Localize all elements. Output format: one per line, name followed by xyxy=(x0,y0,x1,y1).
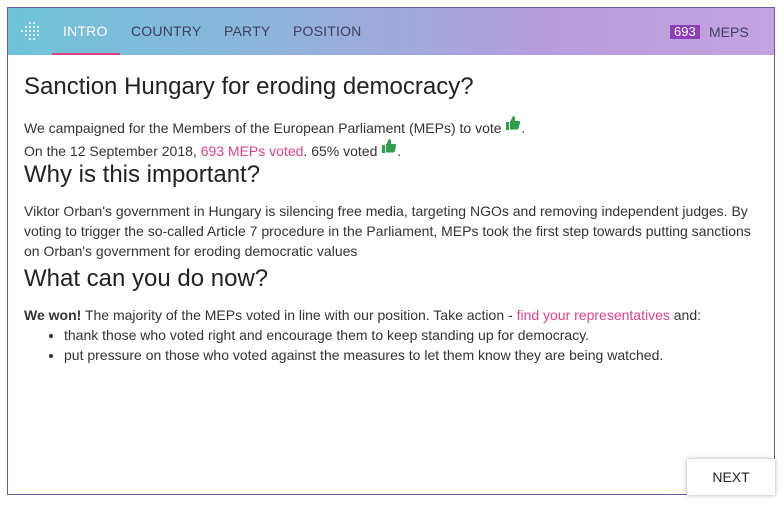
list-item: put pressure on those who voted against … xyxy=(64,345,764,365)
action-list: thank those who voted right and encourag… xyxy=(24,325,764,365)
tab-intro[interactable]: INTRO xyxy=(63,23,108,39)
action-heading: What can you do now? xyxy=(24,265,269,292)
tab-party[interactable]: PARTY xyxy=(224,23,271,39)
why-heading: Why is this important? xyxy=(24,161,261,188)
action-paragraph: We won! The majority of the MEPs voted i… xyxy=(24,305,764,325)
vote-prefix: On the 12 September 2018, xyxy=(24,143,197,159)
vote-end: . xyxy=(397,143,402,159)
campaign-end: . xyxy=(521,120,526,136)
vote-mid: . 65% voted xyxy=(303,143,378,159)
mep-votes-link[interactable]: 693 MEPs voted xyxy=(200,143,304,159)
action-text: The majority of the MEPs voted in line w… xyxy=(84,307,513,323)
app-frame: INTRO COUNTRY PARTY POSITION 693 MEPS Sa… xyxy=(7,7,775,495)
we-won-label: We won! xyxy=(24,307,82,323)
thumbs-up-icon xyxy=(505,115,521,131)
why-body: Viktor Orban's government in Hungary is … xyxy=(24,203,751,259)
page-title: Sanction Hungary for eroding democracy? xyxy=(24,73,474,100)
active-tab-indicator xyxy=(52,53,120,55)
main-content: Sanction Hungary for eroding democracy? … xyxy=(24,71,764,365)
top-nav: INTRO COUNTRY PARTY POSITION 693 MEPS xyxy=(8,8,774,55)
tab-country[interactable]: COUNTRY xyxy=(131,23,202,39)
campaign-paragraph: We campaigned for the Members of the Eur… xyxy=(24,115,764,161)
find-representatives-link[interactable]: find your representatives xyxy=(516,307,670,323)
logo-icon[interactable] xyxy=(19,20,41,42)
next-button[interactable]: NEXT xyxy=(687,459,775,495)
campaign-text: We campaigned for the Members of the Eur… xyxy=(24,120,502,136)
thumbs-up-icon xyxy=(381,138,397,154)
mep-count-label: MEPS xyxy=(709,24,749,40)
action-text-end: and: xyxy=(673,307,702,323)
tab-position[interactable]: POSITION xyxy=(293,23,362,39)
list-item: thank those who voted right and encourag… xyxy=(64,325,764,345)
mep-count-badge: 693 xyxy=(670,25,700,39)
